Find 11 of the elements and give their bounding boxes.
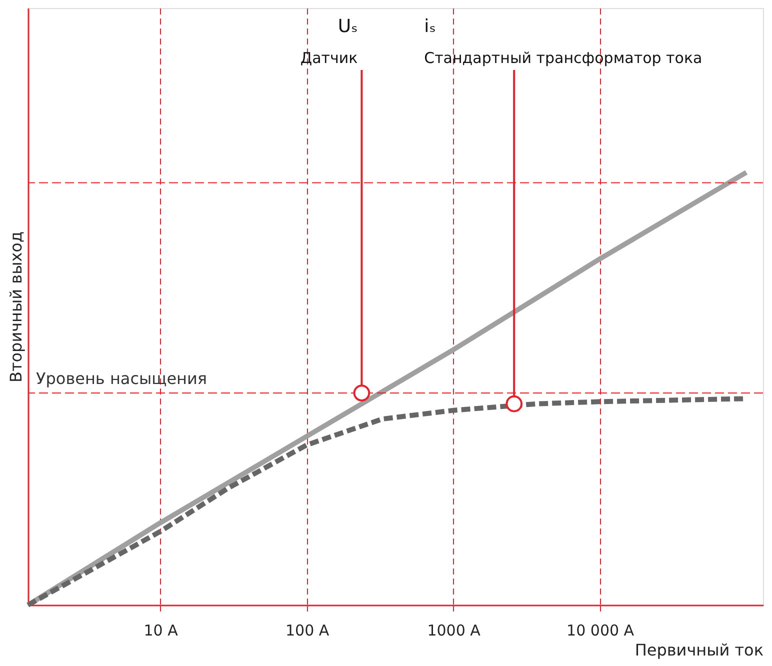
annotation: Датчик [300, 49, 358, 67]
annotation: Стандартный трансформатор тока [424, 49, 702, 67]
x-tick-label: 100 A [285, 622, 330, 640]
text: Uₛ [338, 16, 358, 37]
x-tick-label: 10 000 A [566, 622, 635, 640]
ref-line-label: Уровень насыщения [36, 369, 208, 388]
text: iₛ [424, 16, 436, 37]
x-tick-label: 10 A [144, 622, 179, 640]
x-tick-label: 1000 A [427, 622, 482, 640]
x-axis-title: Первичный ток [634, 640, 764, 660]
y-axis-title: Вторичный выход [6, 231, 26, 383]
